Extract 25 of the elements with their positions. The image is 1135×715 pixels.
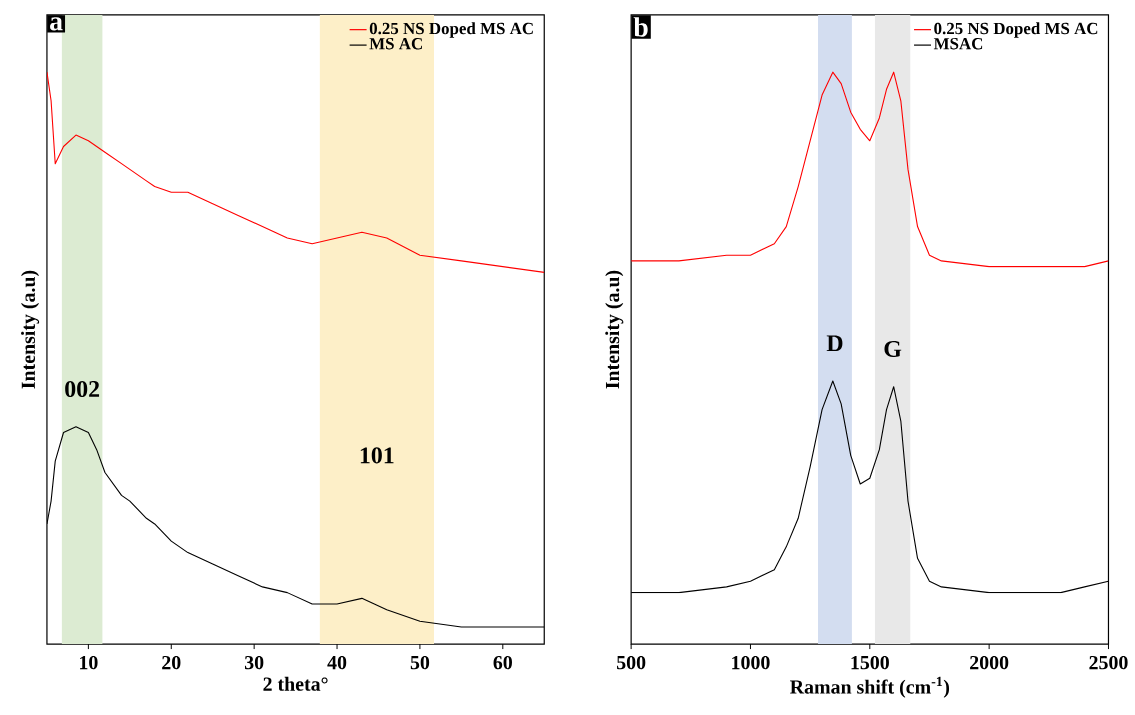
x-tick-label: 2000: [970, 655, 1009, 670]
x-tick-label: 2500: [1089, 655, 1128, 670]
y-axis-title: Intensity (a.u): [21, 270, 40, 389]
x-tick-label: 500: [617, 655, 646, 670]
x-tick-label: 30: [244, 655, 264, 670]
x-tick-label: 40: [327, 655, 347, 670]
legend-label: MS AC: [369, 38, 422, 50]
band-label: 002: [65, 380, 100, 398]
band-label: 101: [360, 447, 394, 464]
x-tick-label: 10: [80, 655, 98, 670]
x-tick-label: 1000: [732, 655, 770, 670]
x-tick-label: 60: [493, 655, 512, 670]
legend-label: 0.25 NS Doped MS AC: [369, 22, 533, 38]
band-label: G: [884, 340, 902, 357]
x-tick-label: 20: [162, 655, 181, 670]
text: a: [50, 17, 63, 31]
y-axis-title: Intensity (a.u): [605, 270, 624, 389]
legend-label: 0.25 NS Doped MS AC: [934, 22, 1098, 38]
x-tick-label: 50: [410, 655, 430, 670]
x-axis-title: 2 theta°: [263, 676, 328, 691]
legend-label: MSAC: [933, 38, 983, 50]
text: b: [633, 17, 648, 37]
x-axis-title: Raman shift (cm$^{-1}$): [790, 676, 950, 698]
x-tick-label: 1500: [851, 655, 889, 670]
band-label: D: [826, 335, 843, 352]
